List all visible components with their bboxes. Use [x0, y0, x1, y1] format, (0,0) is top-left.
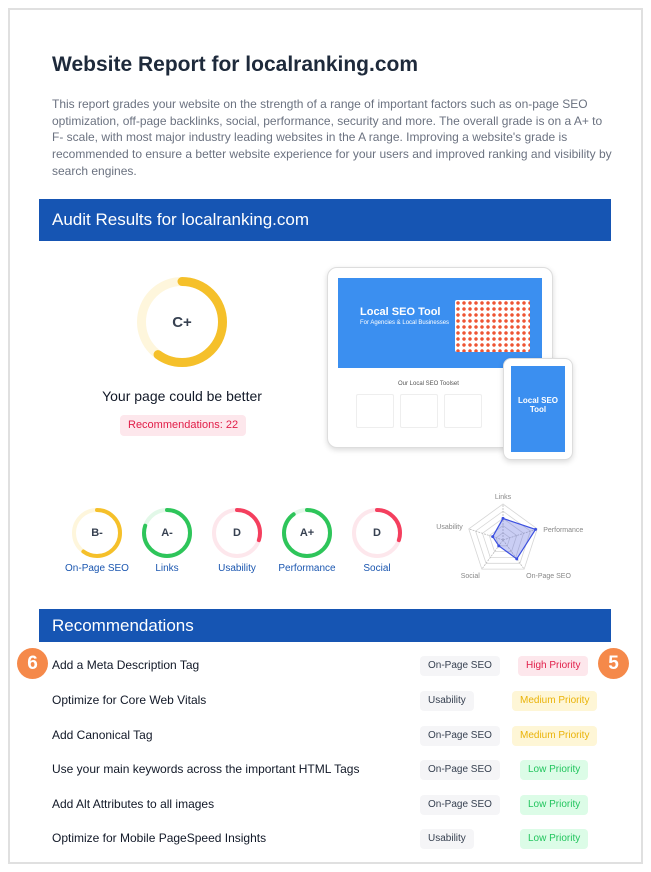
category-label[interactable]: On-Page SEO — [65, 563, 129, 574]
category-grade: A+ — [299, 527, 315, 539]
radar-chart: Links Performance On-Page SEO Social Usabili… — [436, 494, 583, 580]
preview-section-title: Our Local SEO Toolset — [398, 381, 459, 387]
category-badge: On-Page SEO — [420, 795, 500, 815]
category-grade: A- — [161, 527, 173, 539]
radar-axis-label: Usability — [436, 524, 463, 531]
recommendation-title[interactable]: Add a Meta Description Tag — [52, 658, 200, 672]
category-label[interactable]: Social — [363, 563, 391, 574]
radar-grid — [475, 510, 531, 564]
radar-axis-label: On-Page SEO — [526, 573, 571, 580]
category-badge: On-Page SEO — [420, 726, 500, 746]
category-badge: Usability — [420, 829, 474, 849]
recommendation-title[interactable]: Add Canonical Tag — [52, 728, 153, 742]
ring-progress — [72, 508, 122, 558]
recommendations-header: Recommendations — [39, 609, 611, 642]
recommendation-title[interactable]: Optimize for Core Web Vitals — [52, 693, 207, 707]
category-grade-ring[interactable]: D — [212, 508, 262, 558]
intro-text: This report grades your website on the s… — [52, 97, 612, 178]
category-grade-ring[interactable]: A+ — [282, 508, 332, 558]
ring-progress — [142, 508, 192, 558]
priority-badge: Low Priority — [520, 760, 589, 780]
preview-card — [444, 394, 482, 428]
category-badge: Usability — [420, 691, 474, 711]
overall-grade: C+ — [172, 313, 192, 331]
category-grade-ring[interactable]: B- — [72, 508, 122, 558]
category-grade-ring[interactable]: D — [352, 508, 402, 558]
category-grade: B- — [91, 527, 103, 539]
radar-grid — [495, 532, 511, 547]
grade-summary: Your page could be better — [102, 388, 262, 404]
category-grade-ring[interactable]: A- — [142, 508, 192, 558]
preview-card — [400, 394, 438, 428]
desktop-preview: Local SEO Tool For Agencies & Local Busin… — [327, 267, 553, 448]
category-label[interactable]: Usability — [218, 563, 256, 574]
preview-hero-subtitle: For Agencies & Local Businesses — [360, 320, 450, 326]
report-frame — [8, 8, 643, 864]
radar-axis-label: Links — [495, 494, 512, 501]
category-grade: D — [233, 527, 241, 539]
priority-badge: Low Priority — [520, 795, 589, 815]
preview-hero-title: Local SEO Tool — [360, 306, 441, 318]
radar-axis-label: Performance — [543, 527, 583, 534]
radar-grid — [488, 525, 518, 553]
category-badge: On-Page SEO — [420, 760, 500, 780]
priority-badge: High Priority — [518, 656, 589, 676]
recommendation-title[interactable]: Optimize for Mobile PageSpeed Insights — [52, 831, 267, 845]
radar-point — [501, 516, 505, 520]
radar-axis-label: Social — [461, 573, 481, 580]
radar-area — [492, 517, 537, 560]
radar-point — [515, 557, 519, 561]
category-grade: D — [373, 527, 381, 539]
radar-point — [497, 544, 501, 548]
radar-point — [491, 535, 495, 539]
ring-progress — [137, 277, 227, 367]
preview-card — [356, 394, 394, 428]
recommendation-title[interactable]: Use your main keywords across the import… — [52, 762, 360, 776]
ring-progress — [212, 508, 262, 558]
ring-progress — [282, 508, 332, 558]
priority-badge: Medium Priority — [512, 726, 598, 746]
category-label[interactable]: Links — [155, 563, 179, 574]
marker-badge: 6 — [17, 648, 48, 679]
priority-badge: Medium Priority — [512, 691, 598, 711]
ring-progress — [352, 508, 402, 558]
audit-header: Audit Results for localranking.com — [39, 199, 611, 241]
radar-grid — [481, 517, 525, 558]
recommendation-title[interactable]: Add Alt Attributes to all images — [52, 797, 215, 811]
preview-map-grid — [455, 300, 530, 352]
radar-grid — [468, 503, 538, 570]
overall-grade-ring: C+ — [137, 277, 227, 367]
category-badge: On-Page SEO — [420, 656, 500, 676]
category-label[interactable]: Performance — [278, 563, 336, 574]
page-title: Website Report for localranking.com — [52, 53, 419, 76]
recommendations-count-badge: Recommendations: 22 — [120, 415, 247, 436]
radar-point — [534, 527, 538, 531]
marker-badge: 5 — [598, 648, 629, 679]
priority-badge: Low Priority — [520, 829, 589, 849]
preview-phone-title: Local SEO Tool — [511, 366, 565, 452]
mobile-preview: Local SEO Tool — [503, 358, 573, 460]
